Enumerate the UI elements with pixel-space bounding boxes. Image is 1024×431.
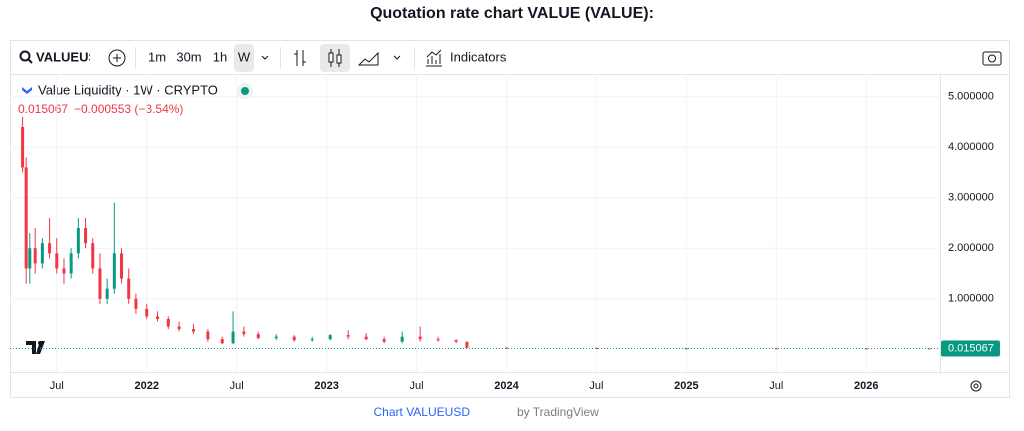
candle-body [48, 243, 52, 254]
candle-body [191, 329, 195, 332]
search-icon[interactable] [19, 50, 31, 62]
status-dot [241, 87, 249, 95]
candle-body [274, 336, 278, 339]
candle-body [76, 228, 80, 254]
snapshot-icon [988, 54, 996, 63]
candle-body [364, 336, 368, 340]
candle-button[interactable] [320, 44, 350, 72]
y-tick-label: 1.000000 [948, 293, 994, 305]
candle-body [24, 167, 28, 269]
last-price-label: 0.015067 [948, 342, 994, 354]
x-tick-label: 2025 [674, 380, 698, 392]
x-tick-label: Jul [230, 380, 244, 392]
x-tick-label: 2024 [494, 380, 519, 392]
interval-active [234, 44, 254, 72]
candle-body [927, 348, 931, 350]
candle-body [346, 335, 350, 337]
search-icon [27, 58, 33, 64]
x-tick-label: 2026 [854, 380, 878, 392]
candle-body [400, 336, 404, 342]
candle-body [684, 348, 688, 350]
x-tick-label: Jul [769, 380, 783, 392]
candle-body [454, 340, 458, 342]
y-tick-label: 5.000000 [948, 91, 994, 103]
interval[interactable]: 1m [148, 49, 166, 64]
x-tick-label: Jul [589, 380, 603, 392]
snapshot-icon[interactable] [982, 51, 1002, 66]
candle-body [156, 316, 160, 319]
candle-body [418, 336, 422, 340]
candle-body [84, 228, 88, 244]
candle-body [134, 298, 138, 309]
candle-body [40, 243, 44, 264]
candle-body [166, 318, 170, 327]
footer-by: by TradingView [517, 405, 599, 419]
footer-link[interactable]: Chart VALUEUSD [374, 405, 471, 419]
y-tick-label: 4.000000 [948, 141, 994, 153]
candle-body [120, 253, 124, 279]
candle-body [98, 268, 102, 299]
y-tick-label: 3.000000 [948, 192, 994, 204]
x-tick-label: 2023 [314, 380, 338, 392]
x-tick-label: Jul [50, 380, 64, 392]
candle-icon [336, 54, 342, 64]
interval[interactable]: W [238, 49, 251, 64]
compare-icon [113, 54, 121, 62]
dropdown[interactable] [393, 55, 401, 60]
frame [10, 40, 1010, 398]
candle-body [436, 339, 440, 341]
candle-body [28, 248, 32, 269]
page-title: Quotation rate chart VALUE (VALUE): [370, 5, 654, 22]
indicators-button[interactable]: Indicators [450, 49, 507, 64]
area-icon[interactable] [357, 51, 379, 66]
interval[interactable]: 1h [213, 49, 227, 64]
candle-body [382, 339, 386, 342]
candle-body [127, 278, 131, 299]
indicators-icon[interactable] [426, 49, 442, 67]
candle-body [504, 347, 508, 349]
legend-last: 0.015067 [18, 102, 68, 116]
tv-logo [26, 341, 45, 354]
settings-icon[interactable] [970, 380, 982, 392]
candle-icon [328, 52, 334, 63]
candle-body [145, 308, 149, 317]
candle-body [206, 331, 210, 340]
candle-body [864, 348, 868, 350]
candle-body [328, 335, 332, 340]
candle-body [774, 348, 778, 350]
candle-body [105, 288, 109, 299]
candle-body [231, 331, 235, 344]
last-price-tag [941, 340, 1000, 357]
interval[interactable]: 30m [176, 49, 201, 64]
coin-icon [22, 87, 32, 94]
candle-body [220, 339, 224, 344]
candle-body [310, 339, 314, 341]
candle-body [242, 331, 246, 335]
bars-icon[interactable] [294, 50, 306, 66]
candle-body [465, 341, 469, 348]
symbol[interactable]: VALUEUSD [36, 49, 107, 64]
candle-body [256, 334, 260, 339]
legend-change: −0.000553 (−3.54%) [74, 102, 183, 116]
candle-body [55, 253, 59, 269]
x-tick-label: 2022 [134, 380, 158, 392]
candle-body [62, 268, 66, 274]
candle-body [21, 127, 25, 168]
candle-body [177, 326, 181, 330]
settings-icon [973, 383, 979, 389]
legend-name: Value Liquidity · 1W · CRYPTO [38, 82, 218, 97]
compare-button[interactable] [108, 49, 126, 67]
dropdown[interactable] [261, 55, 269, 60]
candle-body [33, 248, 37, 264]
candle-body [112, 253, 116, 289]
y-tick-label: 2.000000 [948, 242, 994, 254]
x-tick-label: Jul [410, 380, 424, 392]
candle-body [91, 243, 95, 269]
candle-body [292, 336, 296, 341]
candle-body [69, 253, 73, 274]
candle-body [594, 348, 598, 350]
